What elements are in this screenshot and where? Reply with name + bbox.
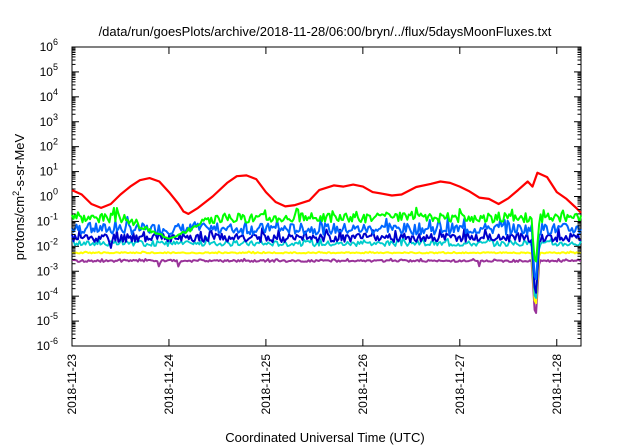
chart-title: /data/run/goesPlots/archive/2018-11-28/0… bbox=[99, 24, 552, 39]
y-tick-label: 103 bbox=[40, 112, 58, 129]
x-tick-label: 2018-11-24 bbox=[162, 354, 176, 415]
y-tick-label: 10-3 bbox=[37, 261, 58, 278]
x-tick-label: 2018-11-25 bbox=[259, 354, 273, 415]
y-tick-label: 100 bbox=[40, 187, 58, 204]
x-tick-label: 2018-11-23 bbox=[65, 354, 79, 415]
y-tick-label: 106 bbox=[40, 37, 58, 54]
y-tick-label: 104 bbox=[40, 87, 58, 104]
y-tick-label: 10-6 bbox=[37, 336, 58, 353]
y-axis: 10-6 10-5 10-4 10-3 10-2 10-1 100 101 102 103 104 1… bbox=[37, 37, 581, 353]
series-line-red bbox=[71, 171, 582, 215]
y-tick-label: 102 bbox=[40, 137, 58, 154]
series-line-blue-dark bbox=[71, 227, 582, 294]
y-tick-label: 10-1 bbox=[37, 211, 58, 228]
x-tick-label: 2018-11-27 bbox=[453, 354, 467, 415]
series-line-cyan bbox=[71, 236, 582, 299]
y-tick-label: 10-2 bbox=[37, 236, 58, 253]
x-axis-label: Coordinated Universal Time (UTC) bbox=[225, 430, 424, 445]
y-tick-label: 105 bbox=[40, 62, 58, 79]
series-line-purple bbox=[72, 257, 582, 314]
y-tick-label: 10-4 bbox=[37, 286, 58, 303]
series-line-yellow bbox=[71, 250, 581, 305]
x-tick-label: 2018-11-26 bbox=[356, 354, 370, 415]
x-axis: 2018-11-23 2018-11-24 2018-11-25 2018-11-26… bbox=[65, 47, 564, 415]
x-tick-label: 2018-11-28 bbox=[550, 354, 564, 415]
y-tick-label: 101 bbox=[40, 162, 58, 179]
y-tick-label: 10-5 bbox=[37, 311, 58, 328]
series-line-green bbox=[71, 206, 582, 263]
series-layer bbox=[71, 171, 582, 314]
y-axis-label: protons/cm2-s-sr-MeV bbox=[11, 133, 27, 260]
